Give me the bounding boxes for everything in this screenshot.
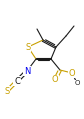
Text: C: C — [14, 77, 20, 85]
Text: O: O — [52, 75, 58, 84]
Text: S: S — [25, 42, 31, 52]
Text: O: O — [69, 69, 75, 77]
Text: N: N — [24, 67, 30, 75]
Text: O: O — [74, 80, 80, 86]
Text: S: S — [4, 87, 10, 96]
